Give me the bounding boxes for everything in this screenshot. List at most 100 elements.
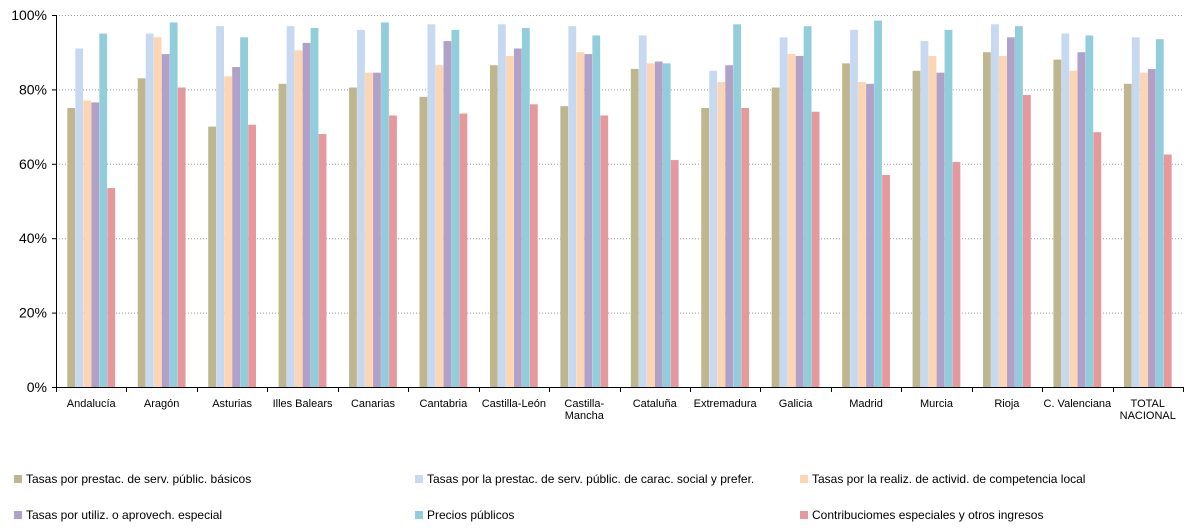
bar-14-1 (1061, 33, 1070, 387)
bar-9-3 (725, 65, 734, 387)
bar-4-4 (381, 22, 389, 387)
y-tick-label-2: 40% (19, 230, 47, 246)
legend-item-3: Tasas por utiliz. o aprovech. especial (14, 508, 222, 522)
x-tick-label-2: Asturias (212, 398, 252, 410)
bar-5-0 (419, 96, 428, 387)
bar-10-3 (795, 55, 804, 388)
bar-4-2 (365, 72, 373, 387)
bar-10-1 (779, 37, 788, 387)
bar-chart: 0% 20% 40% 60% 80% 100% Andalucía Aragón Asturi… (11, 7, 1184, 422)
bar-3-0 (278, 83, 287, 387)
bar-8-5 (670, 160, 679, 387)
bar-8-3 (654, 61, 663, 387)
bar-9-5 (741, 108, 750, 387)
axes (52, 15, 1184, 392)
y-tick-label-4: 80% (19, 81, 47, 97)
bar-0-4 (99, 33, 108, 387)
bar-7-5 (600, 115, 609, 387)
bar-15-1 (1131, 37, 1140, 387)
legend-label-2: Tasas por la realiz. de activid. de comp… (812, 472, 1086, 486)
bar-2-2 (224, 76, 232, 387)
bar-12-3 (936, 72, 945, 387)
y-tick-labels: 0% 20% 40% 60% 80% 100% (11, 7, 47, 395)
bar-13-4 (1015, 26, 1023, 387)
bar-3-2 (294, 50, 303, 388)
bar-10-5 (811, 111, 820, 387)
legend-label-5: Contribuciomes especiales y otros ingres… (812, 508, 1044, 522)
bar-14-5 (1093, 132, 1102, 387)
x-tick-label-10: Galicia (779, 398, 814, 410)
bar-15-5 (1163, 154, 1172, 387)
bar-15-4 (1155, 39, 1164, 388)
bar-4-1 (357, 29, 365, 387)
bar-7-1 (568, 26, 577, 387)
bar-9-1 (709, 70, 718, 388)
legend-label-1: Tasas por la prestac. de serv. públic. d… (427, 472, 755, 486)
legend-label-4: Precios públicos (427, 508, 515, 522)
legend-swatch-5 (800, 511, 808, 519)
bar-12-4 (944, 29, 953, 387)
bar-9-0 (701, 108, 710, 387)
bars (67, 20, 1172, 388)
bar-0-2 (83, 100, 92, 387)
bar-3-5 (318, 134, 327, 387)
bar-4-0 (349, 87, 357, 387)
bar-13-3 (1007, 37, 1015, 387)
y-tick-label-5: 100% (11, 7, 47, 23)
bar-14-4 (1085, 35, 1094, 388)
x-tick-label-11: Madrid (849, 398, 883, 410)
bar-5-2 (435, 65, 444, 387)
bar-5-1 (427, 24, 436, 388)
bar-11-4 (874, 20, 882, 388)
x-tick-label-1: Aragón (144, 398, 179, 410)
x-tick-label-9: Extremadura (694, 398, 758, 410)
bar-1-0 (137, 78, 146, 388)
bar-7-4 (592, 35, 601, 388)
y-tick-label-0: 0% (27, 379, 47, 395)
bar-5-5 (459, 113, 468, 387)
bar-0-1 (75, 48, 84, 387)
bar-13-0 (983, 52, 991, 387)
bar-6-1 (497, 24, 506, 388)
bar-8-2 (646, 63, 655, 388)
bar-2-1 (216, 26, 224, 387)
bar-8-1 (638, 35, 647, 388)
legend-item-5: Contribuciomes especiales y otros ingres… (800, 508, 1043, 522)
legend-item-1: Tasas por la prestac. de serv. públic. d… (415, 472, 754, 486)
bar-2-3 (232, 67, 240, 387)
bar-11-0 (842, 63, 850, 388)
bar-1-2 (153, 37, 162, 387)
bar-14-2 (1069, 70, 1078, 388)
bar-9-2 (717, 81, 726, 388)
bar-15-0 (1123, 83, 1132, 387)
legend-swatch-4 (415, 511, 423, 519)
bar-14-3 (1077, 52, 1086, 387)
bar-1-1 (145, 33, 154, 387)
bar-7-2 (576, 52, 585, 387)
bar-4-3 (373, 72, 381, 387)
bar-6-3 (513, 48, 522, 387)
bar-12-5 (952, 161, 961, 387)
x-tick-label-8: Cataluña (633, 398, 678, 410)
bar-11-1 (850, 29, 858, 387)
bar-11-2 (858, 81, 866, 388)
bar-8-4 (662, 63, 671, 388)
bar-0-5 (107, 187, 116, 387)
bar-2-0 (208, 126, 216, 387)
bar-14-0 (1053, 59, 1062, 387)
x-tick-label-15: TOTAL NACIONAL (1120, 398, 1176, 422)
bar-3-3 (302, 42, 311, 388)
bar-1-4 (169, 22, 178, 387)
legend-swatch-2 (800, 475, 808, 483)
legend: Tasas por prestac. de serv. públic. bási… (0, 468, 1190, 531)
bar-3-4 (310, 28, 319, 388)
legend-label-3: Tasas por utiliz. o aprovech. especial (26, 508, 223, 522)
bar-12-0 (912, 70, 921, 388)
legend-swatch-3 (14, 511, 22, 519)
bar-3-1 (286, 26, 295, 387)
bar-6-2 (505, 55, 514, 388)
y-tick-label-3: 60% (19, 156, 47, 172)
y-tick-label-1: 20% (19, 305, 47, 321)
bar-7-3 (584, 54, 593, 388)
x-tick-label-0: Andalucía (67, 398, 117, 410)
